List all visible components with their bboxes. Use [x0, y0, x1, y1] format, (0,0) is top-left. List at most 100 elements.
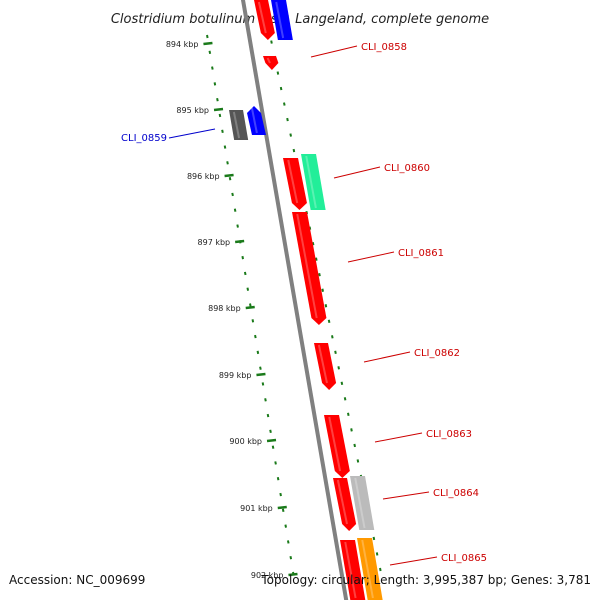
right-track-minor-tick [356, 459, 360, 463]
left-track-minor-tick [226, 161, 229, 165]
tick-label: 902 kbp [251, 571, 284, 580]
left-track-minor-tick [261, 382, 265, 386]
left-track-minor-tick [218, 113, 222, 118]
label-leader-line [333, 166, 381, 179]
gene-orange-highlight [361, 539, 374, 599]
major-tick [245, 305, 255, 310]
right-track-minor-tick [350, 428, 353, 432]
gene-red-highlight [336, 479, 348, 525]
label-leader-line [347, 251, 395, 263]
left-track-minor-tick [279, 492, 282, 497]
left-track-minor-tick [251, 319, 255, 323]
gene-red-highlight [344, 541, 357, 599]
gene-red-highlight [296, 213, 318, 319]
tick-label: 897 kbp [198, 238, 231, 247]
left-track-minor-tick [216, 97, 219, 102]
left-track-minor-tick [211, 66, 214, 70]
tick-label: 900 kbp [229, 437, 262, 446]
backbone-line [240, 0, 349, 600]
left-track-minor-tick [256, 350, 260, 355]
tick-label: 899 kbp [219, 371, 252, 380]
tick-label: 896 kbp [187, 172, 220, 181]
gene-red [340, 540, 366, 600]
right-track-minor-tick [283, 102, 286, 106]
left-track-minor-tick [276, 477, 280, 481]
gene-label: CLI_0861 [398, 248, 444, 259]
right-track-minor-tick [318, 273, 321, 277]
major-tick [224, 173, 234, 178]
left-track-minor-tick [259, 366, 262, 370]
right-track-minor-tick [372, 536, 376, 541]
gene-blue-highlight [275, 1, 285, 39]
left-track-minor-tick [249, 303, 252, 307]
left-track-minor-tick [236, 224, 239, 228]
gene-red-highlight [266, 57, 271, 64]
gene-label: CLI_0858 [361, 42, 407, 53]
left-track-minor-tick [241, 255, 244, 260]
left-track-minor-tick [223, 145, 227, 149]
left-track-minor-tick [231, 192, 234, 197]
left-track-minor-tick [228, 176, 232, 181]
right-track-minor-tick [276, 71, 280, 75]
gene-light-gray-highlight [354, 477, 366, 529]
gene-dark-gray-highlight [232, 111, 241, 139]
label-leader-line [363, 351, 411, 363]
left-track-minor-tick [221, 129, 224, 133]
gene-blue [247, 106, 266, 135]
left-track-minor-tick [243, 271, 247, 276]
left-track-minor-tick [286, 540, 290, 544]
gene-labels: CLI_0858 CLI_0859 CLI_0860 CLI_0861 CLI_0862… [121, 42, 487, 566]
right-track-minor-tick [353, 443, 356, 448]
major-tick [288, 572, 298, 577]
right-track-minor-tick [343, 397, 347, 401]
major-tick [203, 41, 213, 46]
right-track-minor-tick [279, 86, 283, 91]
gene-red [314, 343, 337, 390]
left-track-minor-tick [274, 461, 277, 465]
right-track-minor-tick [315, 257, 318, 261]
gene-dark-gray [229, 110, 249, 140]
label-leader-line [310, 45, 358, 58]
gene-label: CLI_0862 [414, 348, 460, 359]
gene-blue-highlight [250, 107, 258, 134]
genome-summary-text: Topology: circular; Length: 3,995,387 bp… [261, 573, 591, 587]
major-tick [256, 372, 266, 377]
left-track-minor-tick [281, 508, 285, 513]
left-track-minor-tick [233, 208, 237, 212]
major-tick [235, 239, 245, 244]
label-leader-line [168, 128, 216, 139]
tick-label: 894 kbp [166, 40, 199, 49]
gene-red [324, 415, 350, 478]
right-track-minor-tick [289, 133, 292, 137]
major-tick [213, 107, 224, 112]
right-track-minor-tick [292, 148, 296, 153]
right-track-minor-tick [347, 412, 350, 417]
gene-red-highlight [257, 1, 267, 34]
left-track-minor-tick [254, 334, 257, 339]
gene-green-highlight [305, 155, 317, 209]
ruler-ticks: 894 kbp 895 kbp 896 kbp 897 kbp 898 kbp 899 k… [166, 24, 382, 580]
backbone [240, 0, 349, 600]
gene-blue [271, 0, 293, 40]
gene-red [333, 478, 357, 531]
tick-label: 898 kbp [208, 304, 241, 313]
right-track-minor-tick [334, 350, 337, 354]
major-tick [266, 438, 277, 443]
gene-red-highlight [328, 416, 342, 472]
tick-label: 895 kbp [176, 106, 209, 115]
left-track-minor-tick [289, 556, 293, 560]
right-track-minor-tick [375, 552, 379, 556]
right-track-minor-tick [327, 319, 331, 323]
left-track-minor-tick [208, 50, 212, 54]
right-track-minor-tick [340, 381, 344, 386]
major-tick [277, 505, 287, 510]
left-track-minor-tick [266, 413, 270, 418]
gene-light-gray [350, 476, 375, 530]
right-track-minor-tick [379, 567, 382, 572]
gene-red [292, 212, 327, 325]
gene-label: CLI_0863 [426, 429, 472, 440]
right-track-minor-tick [311, 242, 315, 246]
left-track-minor-tick [271, 445, 275, 449]
right-track-minor-tick [331, 335, 334, 339]
